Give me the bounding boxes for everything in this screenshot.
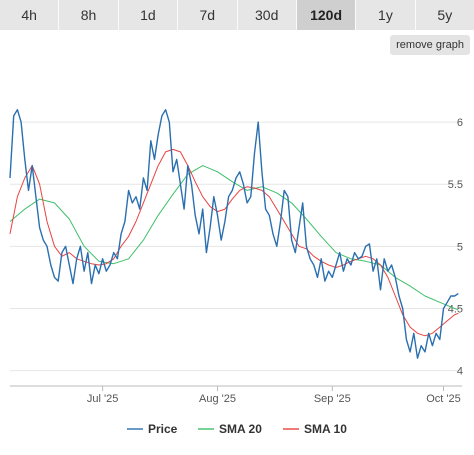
sma-10-series-line bbox=[9, 148, 459, 337]
tab-8h[interactable]: 8h bbox=[59, 0, 119, 30]
legend-label-sma-20: SMA 20 bbox=[219, 422, 262, 436]
tab-30d[interactable]: 30d bbox=[237, 0, 297, 30]
y-tick-label: 4.5 bbox=[448, 303, 463, 315]
x-tick-label: Jul '25 bbox=[87, 393, 118, 405]
y-tick-label: 5.5 bbox=[448, 179, 463, 191]
tab-120d[interactable]: 120d bbox=[296, 0, 357, 30]
remove-graph-button[interactable]: remove graph bbox=[390, 35, 470, 55]
x-tick-label: Aug '25 bbox=[199, 393, 236, 405]
tab-1d[interactable]: 1d bbox=[118, 0, 179, 30]
tab-4h[interactable]: 4h bbox=[0, 0, 60, 30]
y-tick-label: 4 bbox=[457, 366, 463, 378]
legend-label-sma-10: SMA 10 bbox=[304, 422, 347, 436]
timeframe-tabs: 4h 8h 1d 7d 30d 120d 1y 5y bbox=[0, 0, 474, 30]
sma-20-series-line bbox=[9, 165, 459, 311]
x-tick-label: Sep '25 bbox=[314, 393, 351, 405]
tab-7d[interactable]: 7d bbox=[178, 0, 238, 30]
legend-label-price: Price bbox=[148, 422, 178, 436]
price-series-line bbox=[9, 108, 459, 359]
y-tick-label: 6 bbox=[457, 117, 463, 129]
x-tick-label: Oct '25 bbox=[426, 393, 461, 405]
tab-5y[interactable]: 5y bbox=[415, 0, 474, 30]
y-tick-label: 5 bbox=[457, 241, 463, 253]
tab-1y[interactable]: 1y bbox=[356, 0, 416, 30]
